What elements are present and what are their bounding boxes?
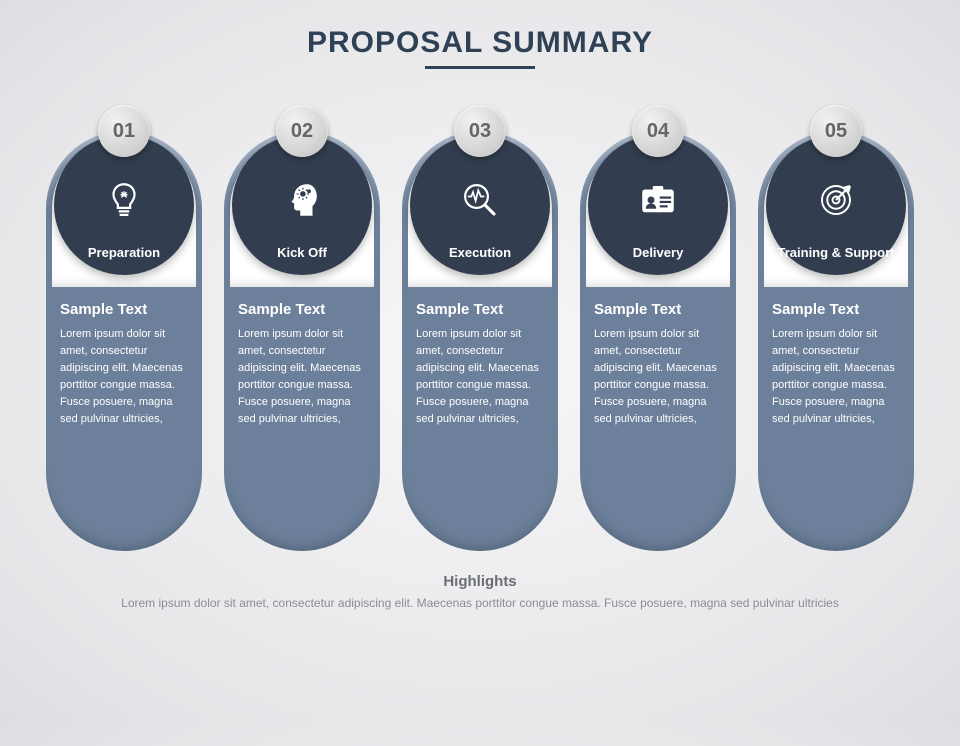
- footer: Highlights Lorem ipsum dolor sit amet, c…: [0, 573, 960, 612]
- footer-body: Lorem ipsum dolor sit amet, consectetur …: [80, 594, 880, 612]
- card-circle-label: Kick Off: [269, 246, 335, 261]
- magnifier-pulse-icon: [459, 153, 501, 246]
- card-heading: Sample Text: [60, 301, 188, 318]
- card-body: Lorem ipsum dolor sit amet, consectetur …: [416, 326, 544, 428]
- card-heading: Sample Text: [238, 301, 366, 318]
- card-content: Sample Text Lorem ipsum dolor sit amet, …: [238, 301, 366, 523]
- target-icon: [815, 153, 857, 246]
- step-number-badge: 03: [454, 105, 506, 157]
- proposal-card: 01 Preparation Sample Text Lorem ipsum d…: [46, 131, 202, 551]
- footer-heading: Highlights: [80, 573, 880, 590]
- card-body: Lorem ipsum dolor sit amet, consectetur …: [60, 326, 188, 428]
- step-number-badge: 02: [276, 105, 328, 157]
- title-underline: [425, 66, 535, 69]
- card-row: 01 Preparation Sample Text Lorem ipsum d…: [0, 131, 960, 551]
- card-content: Sample Text Lorem ipsum dolor sit amet, …: [416, 301, 544, 523]
- id-card-icon: [637, 153, 679, 246]
- card-pill: Delivery Sample Text Lorem ipsum dolor s…: [580, 131, 736, 551]
- step-number-badge: 01: [98, 105, 150, 157]
- card-pill: Preparation Sample Text Lorem ipsum dolo…: [46, 131, 202, 551]
- card-content: Sample Text Lorem ipsum dolor sit amet, …: [60, 301, 188, 523]
- proposal-card: 02 Kick Off Sample Text Lorem ipsum dolo…: [224, 131, 380, 551]
- card-heading: Sample Text: [416, 301, 544, 318]
- card-body: Lorem ipsum dolor sit amet, consectetur …: [594, 326, 722, 428]
- card-pill: Training & Support Sample Text Lorem ips…: [758, 131, 914, 551]
- card-circle-label: Execution: [441, 246, 519, 261]
- card-body: Lorem ipsum dolor sit amet, consectetur …: [772, 326, 900, 428]
- card-circle-label: Delivery: [625, 246, 692, 261]
- proposal-card: 05 Training & Support Sample Text Lorem …: [758, 131, 914, 551]
- page-title: PROPOSAL SUMMARY: [0, 26, 960, 60]
- card-circle-label: Training & Support: [770, 246, 903, 261]
- card-content: Sample Text Lorem ipsum dolor sit amet, …: [772, 301, 900, 523]
- proposal-card: 03 Execution Sample Text Lorem ipsum dol…: [402, 131, 558, 551]
- card-heading: Sample Text: [772, 301, 900, 318]
- step-number-badge: 04: [632, 105, 684, 157]
- lightbulb-icon: [103, 153, 145, 246]
- head-gears-icon: [281, 153, 323, 246]
- card-pill: Kick Off Sample Text Lorem ipsum dolor s…: [224, 131, 380, 551]
- card-content: Sample Text Lorem ipsum dolor sit amet, …: [594, 301, 722, 523]
- card-heading: Sample Text: [594, 301, 722, 318]
- card-pill: Execution Sample Text Lorem ipsum dolor …: [402, 131, 558, 551]
- card-body: Lorem ipsum dolor sit amet, consectetur …: [238, 326, 366, 428]
- step-number-badge: 05: [810, 105, 862, 157]
- card-circle-label: Preparation: [80, 246, 168, 261]
- proposal-card: 04 Delivery Sample Text Lorem ipsum dolo…: [580, 131, 736, 551]
